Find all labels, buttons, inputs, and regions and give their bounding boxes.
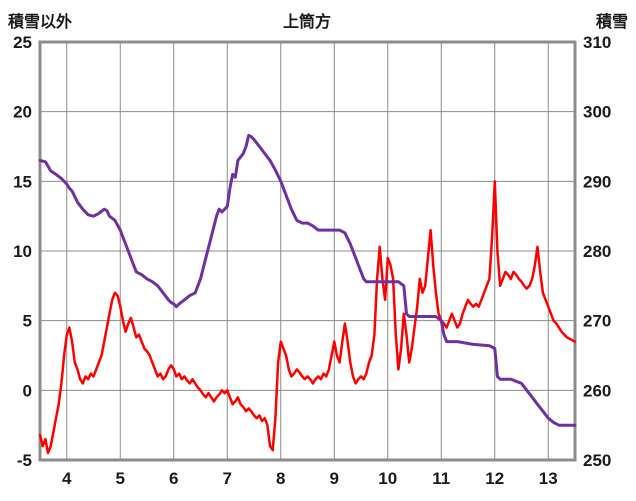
y-left-tick-label: 10 [13, 242, 32, 261]
x-tick-label: 8 [276, 469, 285, 488]
y-left-tick-label: -5 [17, 451, 32, 470]
x-tick-label: 6 [169, 469, 178, 488]
y-right-tick-label: 290 [583, 172, 611, 191]
series-line-right [38, 133, 577, 427]
plot-frame [38, 40, 577, 462]
y-right-tick-label: 270 [583, 312, 611, 331]
left-axis-title: 積雪以外 [8, 14, 73, 31]
x-tick-label: 11 [432, 469, 450, 488]
series-line-left [38, 180, 577, 455]
y-left-tick-label: 0 [23, 381, 32, 400]
y-left-tick-label: 5 [23, 312, 32, 331]
y-right-tick-label: 260 [583, 381, 611, 400]
x-tick-label: 7 [223, 469, 232, 488]
x-tick-label: 9 [330, 469, 339, 488]
x-tick-label: 5 [116, 469, 125, 488]
x-tick-label: 10 [378, 469, 397, 488]
y-left-tick-label: 20 [13, 103, 32, 122]
x-tick-label: 13 [539, 469, 558, 488]
y-right-tick-label: 300 [583, 103, 611, 122]
y-right-tick-label: 310 [583, 33, 611, 52]
x-tick-label: 12 [485, 469, 504, 488]
y-right-tick-label: 280 [583, 242, 611, 261]
y-right-tick-label: 250 [583, 451, 611, 470]
y-left-tick-label: 25 [13, 33, 32, 52]
chart-title: 上筒方 [282, 14, 332, 31]
y-left-tick-label: 15 [13, 172, 32, 191]
x-tick-label: 4 [62, 469, 72, 488]
right-axis-title: 積雪 [595, 14, 628, 31]
